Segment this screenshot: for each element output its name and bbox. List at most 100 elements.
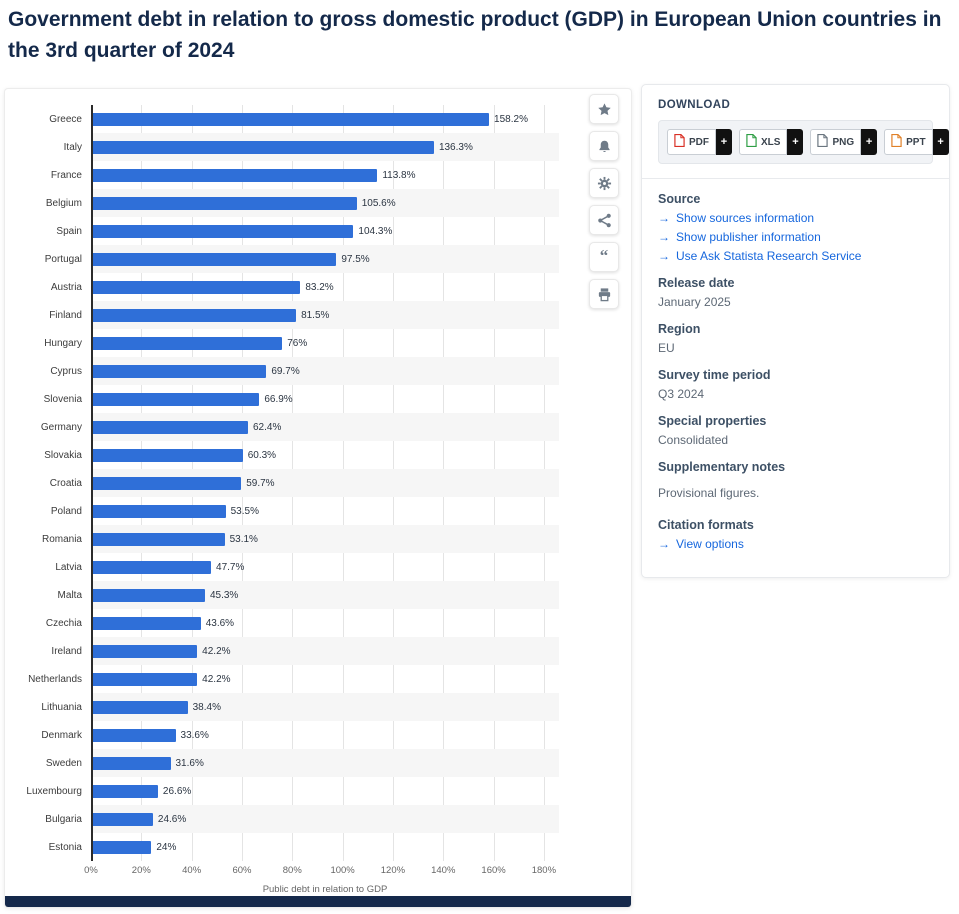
bar[interactable] — [91, 672, 198, 686]
bar[interactable] — [91, 812, 153, 826]
value-label: 62.4% — [253, 421, 282, 433]
x-axis-ticks: 0% 20% 40% 60% 80% 100% 120% 140% 160% 180% — [84, 865, 559, 881]
ask-statista-link[interactable]: → Use Ask Statista Research Service — [658, 249, 933, 263]
supplementary-notes-value: Provisional figures. — [658, 486, 760, 500]
bar-track: 53.5% — [91, 497, 559, 525]
bar-track: 60.3% — [91, 441, 559, 469]
category-label: Denmark — [41, 729, 82, 741]
bar[interactable] — [91, 588, 205, 602]
show-publisher-link[interactable]: → Show publisher information — [658, 230, 933, 244]
download-heading: DOWNLOAD — [658, 99, 731, 111]
show-sources-link[interactable]: → Show sources information — [658, 211, 933, 225]
value-label: 42.2% — [202, 645, 231, 657]
bar[interactable] — [91, 532, 225, 546]
bar[interactable] — [91, 252, 337, 266]
bar[interactable] — [91, 448, 243, 462]
download-button-body: PDF — [667, 129, 716, 155]
download-format-label: PDF — [689, 136, 709, 148]
value-label: 104.3% — [358, 225, 393, 237]
link-label: Use Ask Statista Research Service — [676, 249, 862, 263]
chart-row: Denmark 33.6% — [15, 721, 559, 749]
bar-track: 24% — [91, 833, 559, 861]
bar-track: 113.8% — [91, 161, 559, 189]
favorite-button[interactable] — [589, 94, 619, 124]
arrow-icon: → — [658, 211, 670, 225]
chart-row: Slovenia 66.9% — [15, 385, 559, 413]
bar-track: 104.3% — [91, 217, 559, 245]
bar[interactable] — [91, 364, 267, 378]
chart-row: Belgium 105.6% — [15, 189, 559, 217]
bar[interactable] — [91, 616, 201, 630]
value-label: 47.7% — [216, 561, 245, 573]
category-label: Czechia — [45, 617, 82, 629]
value-label: 53.1% — [229, 533, 258, 545]
page-title: Government debt in relation to gross dom… — [8, 8, 942, 62]
bar-track: 97.5% — [91, 245, 559, 273]
value-label: 158.2% — [494, 113, 528, 125]
bar[interactable] — [91, 196, 357, 210]
share-button[interactable] — [589, 205, 619, 235]
download-ppt-button[interactable]: PPT + — [884, 129, 949, 155]
bar[interactable] — [91, 700, 188, 714]
bar[interactable] — [91, 224, 354, 238]
bar[interactable] — [91, 728, 176, 742]
chart-row: Spain 104.3% — [15, 217, 559, 245]
category-label: Estonia — [48, 841, 82, 853]
bar[interactable] — [91, 280, 301, 294]
value-label: 83.2% — [305, 281, 334, 293]
bar[interactable] — [91, 112, 490, 126]
category-label: Germany — [40, 421, 82, 433]
category-label: Romania — [41, 533, 82, 545]
bar[interactable] — [91, 840, 152, 854]
bar[interactable] — [91, 392, 260, 406]
printer-icon — [597, 287, 612, 302]
survey-period-value: Q3 2024 — [658, 387, 705, 401]
category-label: France — [50, 169, 82, 181]
view-options-link[interactable]: → View options — [658, 537, 933, 551]
print-button[interactable] — [589, 279, 619, 309]
x-axis-label: Public debt in relation to GDP — [262, 884, 388, 895]
file-pdf-icon — [674, 133, 685, 150]
supplementary-notes-section: Supplementary notes Provisional figures. — [658, 460, 933, 500]
chart-toolbar: “ — [589, 94, 619, 309]
category-label: Croatia — [49, 477, 82, 489]
bar[interactable] — [91, 476, 242, 490]
bar[interactable] — [91, 756, 171, 770]
chart-row: Italy 136.3% — [15, 133, 559, 161]
value-label: 38.4% — [192, 701, 221, 713]
bar[interactable] — [91, 336, 283, 350]
bar-track: 47.7% — [91, 553, 559, 581]
bar[interactable] — [91, 560, 212, 574]
bar[interactable] — [91, 784, 158, 798]
chart-footer-bar — [5, 896, 631, 907]
bar[interactable] — [91, 644, 198, 658]
bar-track: 158.2% — [91, 105, 559, 133]
settings-button[interactable] — [589, 168, 619, 198]
chart-row: Luxembourg 26.6% — [15, 777, 559, 805]
source-heading: Source — [658, 192, 701, 206]
download-xls-button[interactable]: XLS + — [739, 129, 804, 155]
chart-row: Lithuania 38.4% — [15, 693, 559, 721]
bar[interactable] — [91, 504, 226, 518]
category-label: Bulgaria — [45, 813, 82, 825]
download-format-label: XLS — [761, 136, 781, 148]
download-pdf-button[interactable]: PDF + — [667, 129, 732, 155]
download-png-button[interactable]: PNG + — [810, 129, 878, 155]
value-label: 97.5% — [341, 253, 370, 265]
bar[interactable] — [91, 140, 434, 154]
bar[interactable] — [91, 420, 248, 434]
bar[interactable] — [91, 308, 297, 322]
category-label: Greece — [49, 113, 82, 125]
arrow-icon: → — [658, 230, 670, 244]
value-label: 105.6% — [361, 197, 396, 209]
bar-track: 76% — [91, 329, 559, 357]
survey-period-section: Survey time period Q3 2024 — [658, 368, 933, 401]
arrow-icon: → — [658, 537, 670, 551]
bar[interactable] — [91, 168, 378, 182]
x-tick-label: 140% — [431, 865, 456, 876]
x-tick-label: 80% — [282, 865, 302, 876]
notifications-button[interactable] — [589, 131, 619, 161]
cite-button[interactable]: “ — [589, 242, 619, 272]
chart-row: Poland 53.5% — [15, 497, 559, 525]
add-icon: + — [787, 129, 804, 155]
